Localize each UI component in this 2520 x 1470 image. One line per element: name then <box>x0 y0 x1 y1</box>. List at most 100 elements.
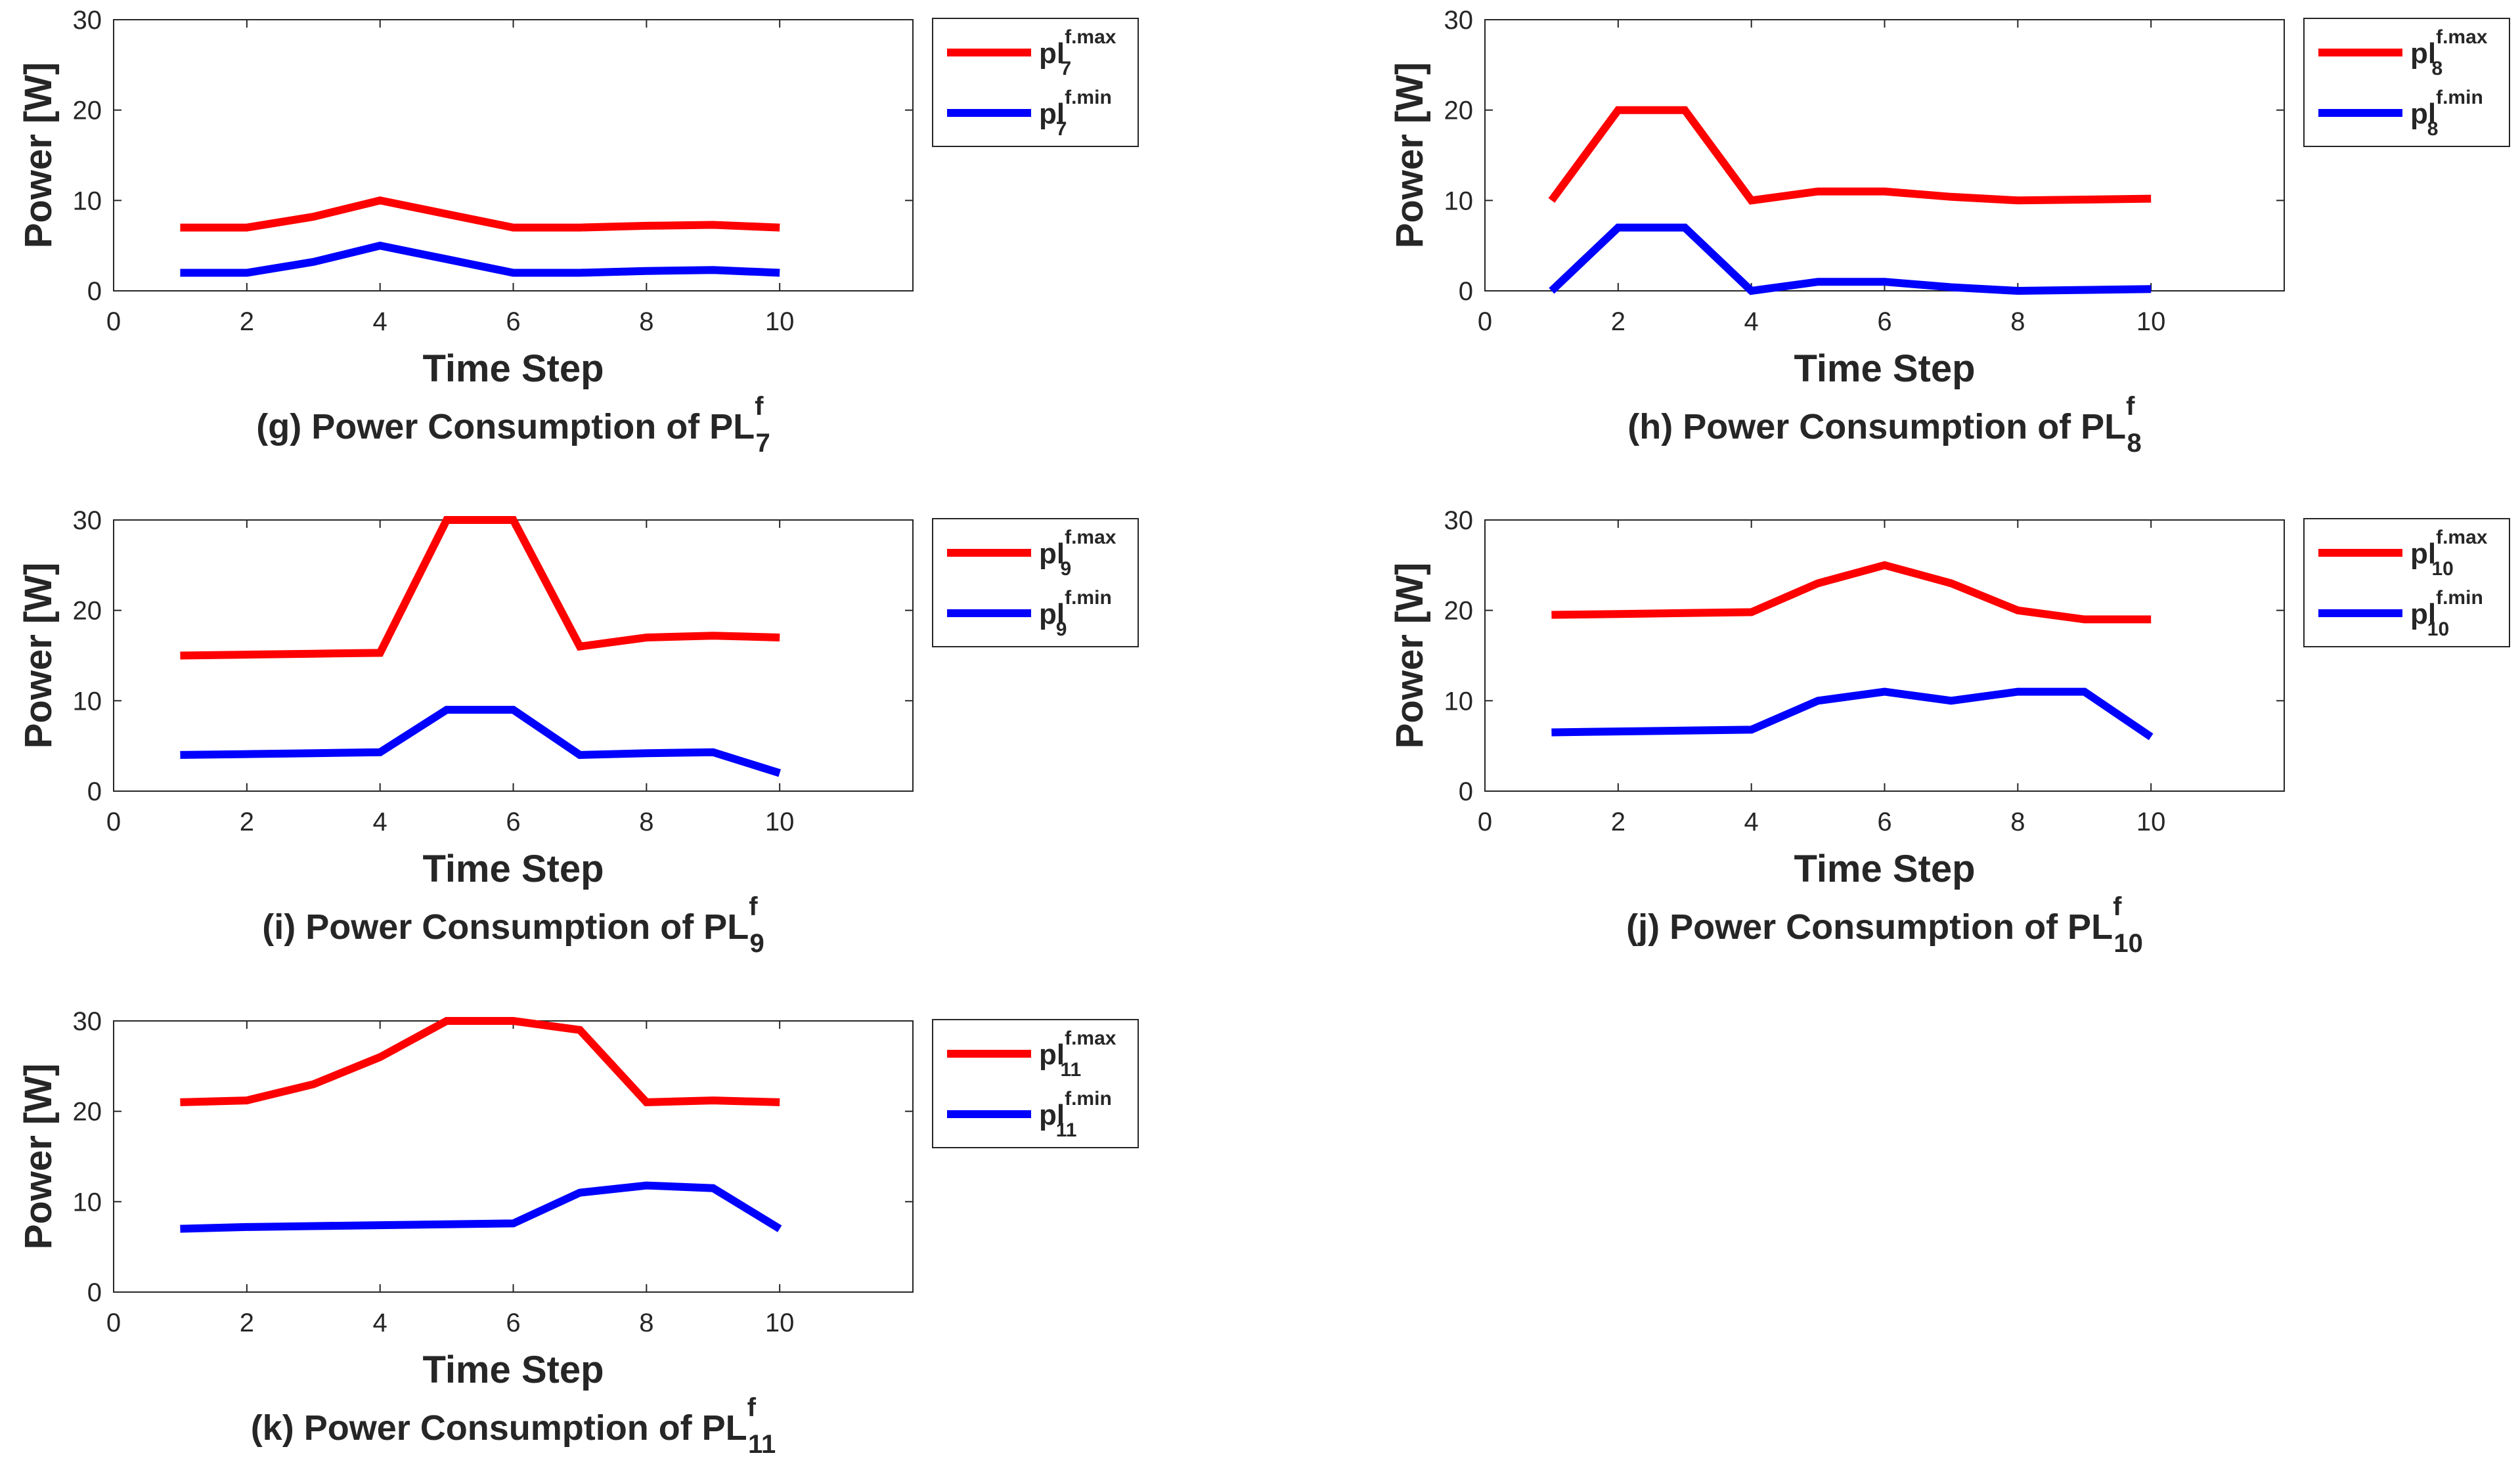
x-tick-label: 6 <box>506 307 520 336</box>
panel-caption: (k) Power Consumption of PLf 11 <box>251 1393 776 1459</box>
chart-panel-h: 0 2 4 6 8 10 0 10 20 30 Time Step Power [W] plf.max 8… <box>1388 6 2510 458</box>
legend-box <box>932 18 1139 147</box>
x-tick-label: 8 <box>639 808 653 836</box>
x-tick-label: 0 <box>106 808 121 836</box>
series-line-f-max <box>1551 561 2152 624</box>
y-tick-label: 20 <box>73 97 102 125</box>
legend-entry: plf.max 9 <box>1039 527 1116 580</box>
y-tick-label: 20 <box>1444 597 1474 626</box>
y-tick-label: 10 <box>73 186 102 215</box>
legend-entry: plf.max 11 <box>1039 1027 1116 1081</box>
x-axis-label: Time Step <box>422 347 604 390</box>
x-tick-label: 8 <box>639 307 653 336</box>
y-tick-label: 10 <box>73 687 102 716</box>
y-tick-label: 0 <box>1459 777 1473 806</box>
y-tick-label: 30 <box>1444 6 1474 35</box>
series-line-f-max <box>1548 106 2152 205</box>
y-axis-label: Power [W] <box>1388 62 1431 249</box>
series-line-f-max <box>180 516 780 660</box>
x-tick-label: 10 <box>2136 808 2166 836</box>
x-tick-label: 8 <box>639 1308 653 1337</box>
x-axis-label: Time Step <box>422 1349 604 1391</box>
x-tick-label: 6 <box>1877 808 1891 836</box>
y-tick-label: 30 <box>73 6 102 35</box>
axes-box <box>113 19 914 292</box>
x-tick-label: 0 <box>1478 307 1492 336</box>
series-line-f-max <box>180 196 780 232</box>
x-tick-label: 4 <box>373 808 387 836</box>
y-tick-label: 10 <box>73 1188 102 1217</box>
y-tick-label: 10 <box>1444 186 1474 215</box>
legend: plf.max 9 plf.min 9 <box>932 518 1139 647</box>
axes-box <box>1484 519 2285 792</box>
series-line-f-min <box>1551 687 2154 741</box>
axes-box <box>1484 19 2285 292</box>
x-tick-label: 2 <box>240 1308 254 1337</box>
series-line-f-min <box>180 242 780 277</box>
legend-entry: plf.max 8 <box>2410 26 2488 79</box>
legend-box <box>932 518 1139 647</box>
y-tick-label: 0 <box>1459 277 1473 306</box>
chart-panel-j: 0 2 4 6 8 10 0 10 20 30 Time Step Power [W] plf.max 1… <box>1388 506 2510 958</box>
legend-entry: plf.min 10 <box>2410 587 2483 640</box>
x-tick-label: 0 <box>106 307 121 336</box>
x-tick-label: 10 <box>765 307 795 336</box>
y-tick-label: 30 <box>1444 506 1474 535</box>
y-tick-label: 0 <box>87 277 102 306</box>
series-line-f-max <box>180 1017 780 1106</box>
x-tick-label: 2 <box>1611 808 1625 836</box>
x-tick-label: 6 <box>1877 307 1891 336</box>
legend-entry: plf.min 9 <box>1039 587 1112 640</box>
x-tick-label: 10 <box>765 1308 795 1337</box>
y-tick-label: 0 <box>87 777 102 806</box>
y-tick-label: 20 <box>73 597 102 626</box>
x-tick-label: 10 <box>2136 307 2166 336</box>
legend-entry: plf.max 10 <box>2410 527 2488 580</box>
x-tick-label: 6 <box>506 1308 520 1337</box>
x-tick-label: 2 <box>240 808 254 836</box>
legend: plf.max 8 plf.min 8 <box>2303 18 2510 147</box>
panel-caption: (h) Power Consumption of PLf 8 <box>1627 392 2142 458</box>
legend-entry: plf.min 11 <box>1039 1088 1112 1141</box>
series-line-f-min <box>1549 223 2152 295</box>
y-tick-label: 20 <box>73 1098 102 1127</box>
chart-panel-k: 0 2 4 6 8 10 0 10 20 30 Time Step Power [W] plf.max 1… <box>17 1007 1139 1459</box>
chart-panel-g: 0 2 4 6 8 10 0 10 20 30 Time Step Power [W] plf.max 7… <box>17 6 1139 458</box>
x-axis-label: Time Step <box>422 848 604 890</box>
legend-box <box>932 1019 1139 1148</box>
x-tick-label: 4 <box>373 307 387 336</box>
x-tick-label: 4 <box>1744 307 1759 336</box>
x-tick-label: 8 <box>2010 808 2025 836</box>
panel-caption: (g) Power Consumption of PLf 7 <box>256 392 770 458</box>
legend-entry: plf.min 7 <box>1039 87 1112 140</box>
x-tick-label: 2 <box>1611 307 1625 336</box>
y-axis-label: Power [W] <box>17 62 60 249</box>
y-tick-label: 20 <box>1444 97 1474 125</box>
axes-box <box>113 1020 914 1293</box>
y-axis-label: Power [W] <box>17 563 60 749</box>
legend-entry: plf.min 8 <box>2410 87 2483 140</box>
series-line-f-min <box>180 1181 782 1233</box>
x-tick-label: 0 <box>1478 808 1492 836</box>
y-tick-label: 0 <box>87 1278 102 1307</box>
x-tick-label: 8 <box>2010 307 2025 336</box>
x-tick-label: 0 <box>106 1308 121 1337</box>
x-axis-label: Time Step <box>1794 848 1975 890</box>
legend: plf.max 10 plf.min 10 <box>2303 518 2510 647</box>
panel-caption: (i) Power Consumption of PLf 9 <box>262 892 764 958</box>
x-axis-label: Time Step <box>1794 347 1975 390</box>
legend-box <box>2303 518 2510 647</box>
legend: plf.max 7 plf.min 7 <box>932 18 1139 147</box>
y-tick-label: 10 <box>1444 687 1474 716</box>
series-line-f-min <box>180 706 781 777</box>
chart-panel-i: 0 2 4 6 8 10 0 10 20 30 Time Step Power [W] plf.max 9… <box>17 506 1139 958</box>
y-axis-label: Power [W] <box>1388 563 1431 749</box>
panel-caption: (j) Power Consumption of PLf 10 <box>1626 892 2143 958</box>
y-axis-label: Power [W] <box>17 1064 60 1250</box>
y-tick-label: 30 <box>73 1007 102 1036</box>
x-tick-label: 6 <box>506 808 520 836</box>
x-tick-label: 10 <box>765 808 795 836</box>
x-tick-label: 4 <box>1744 808 1759 836</box>
legend-entry: plf.max 7 <box>1039 26 1116 79</box>
